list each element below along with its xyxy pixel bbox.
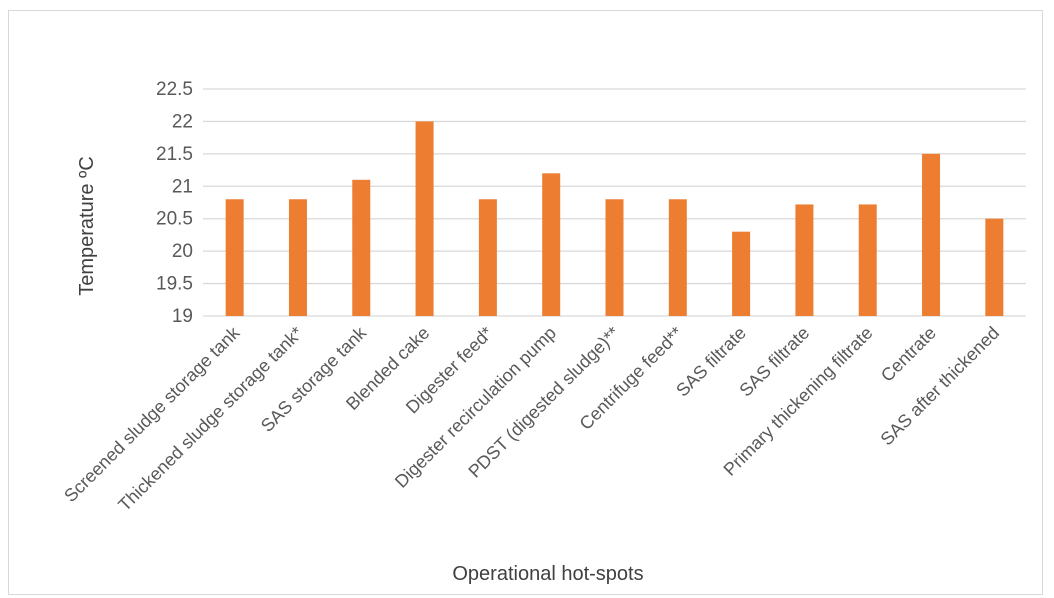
y-axis-label: Temperature ºC xyxy=(76,156,98,296)
bar xyxy=(985,218,1004,316)
bar xyxy=(668,199,687,316)
bar xyxy=(858,204,877,316)
bar xyxy=(478,199,497,316)
x-tick-label: Centrate xyxy=(877,323,940,386)
gridlines xyxy=(203,88,1026,317)
x-tick-label: SAS storage tank xyxy=(257,322,371,436)
y-tick-label: 20.5 xyxy=(156,209,193,230)
bar xyxy=(732,231,751,316)
bar xyxy=(288,199,307,316)
y-tick-label: 21.5 xyxy=(156,144,193,165)
bar xyxy=(225,199,244,316)
bar xyxy=(352,179,371,316)
y-tick-label: 19.5 xyxy=(156,274,193,295)
bar xyxy=(795,204,814,316)
y-axis-ticks: 19 19.5 20 20.5 21 21.5 22 22.5 xyxy=(156,79,193,327)
y-tick-label: 21 xyxy=(172,176,193,197)
x-axis-label: Operational hot-spots xyxy=(452,563,643,585)
bar xyxy=(605,199,624,316)
y-tick-label: 22.5 xyxy=(156,79,193,100)
x-tick-label: SAS after thickened xyxy=(877,323,1004,450)
bar xyxy=(415,121,434,316)
y-tick-label: 20 xyxy=(172,241,193,262)
bar xyxy=(922,153,941,316)
y-tick-label: 22 xyxy=(172,111,193,132)
bar xyxy=(542,173,561,316)
y-tick-label: 19 xyxy=(172,306,193,327)
bars xyxy=(225,121,1004,316)
